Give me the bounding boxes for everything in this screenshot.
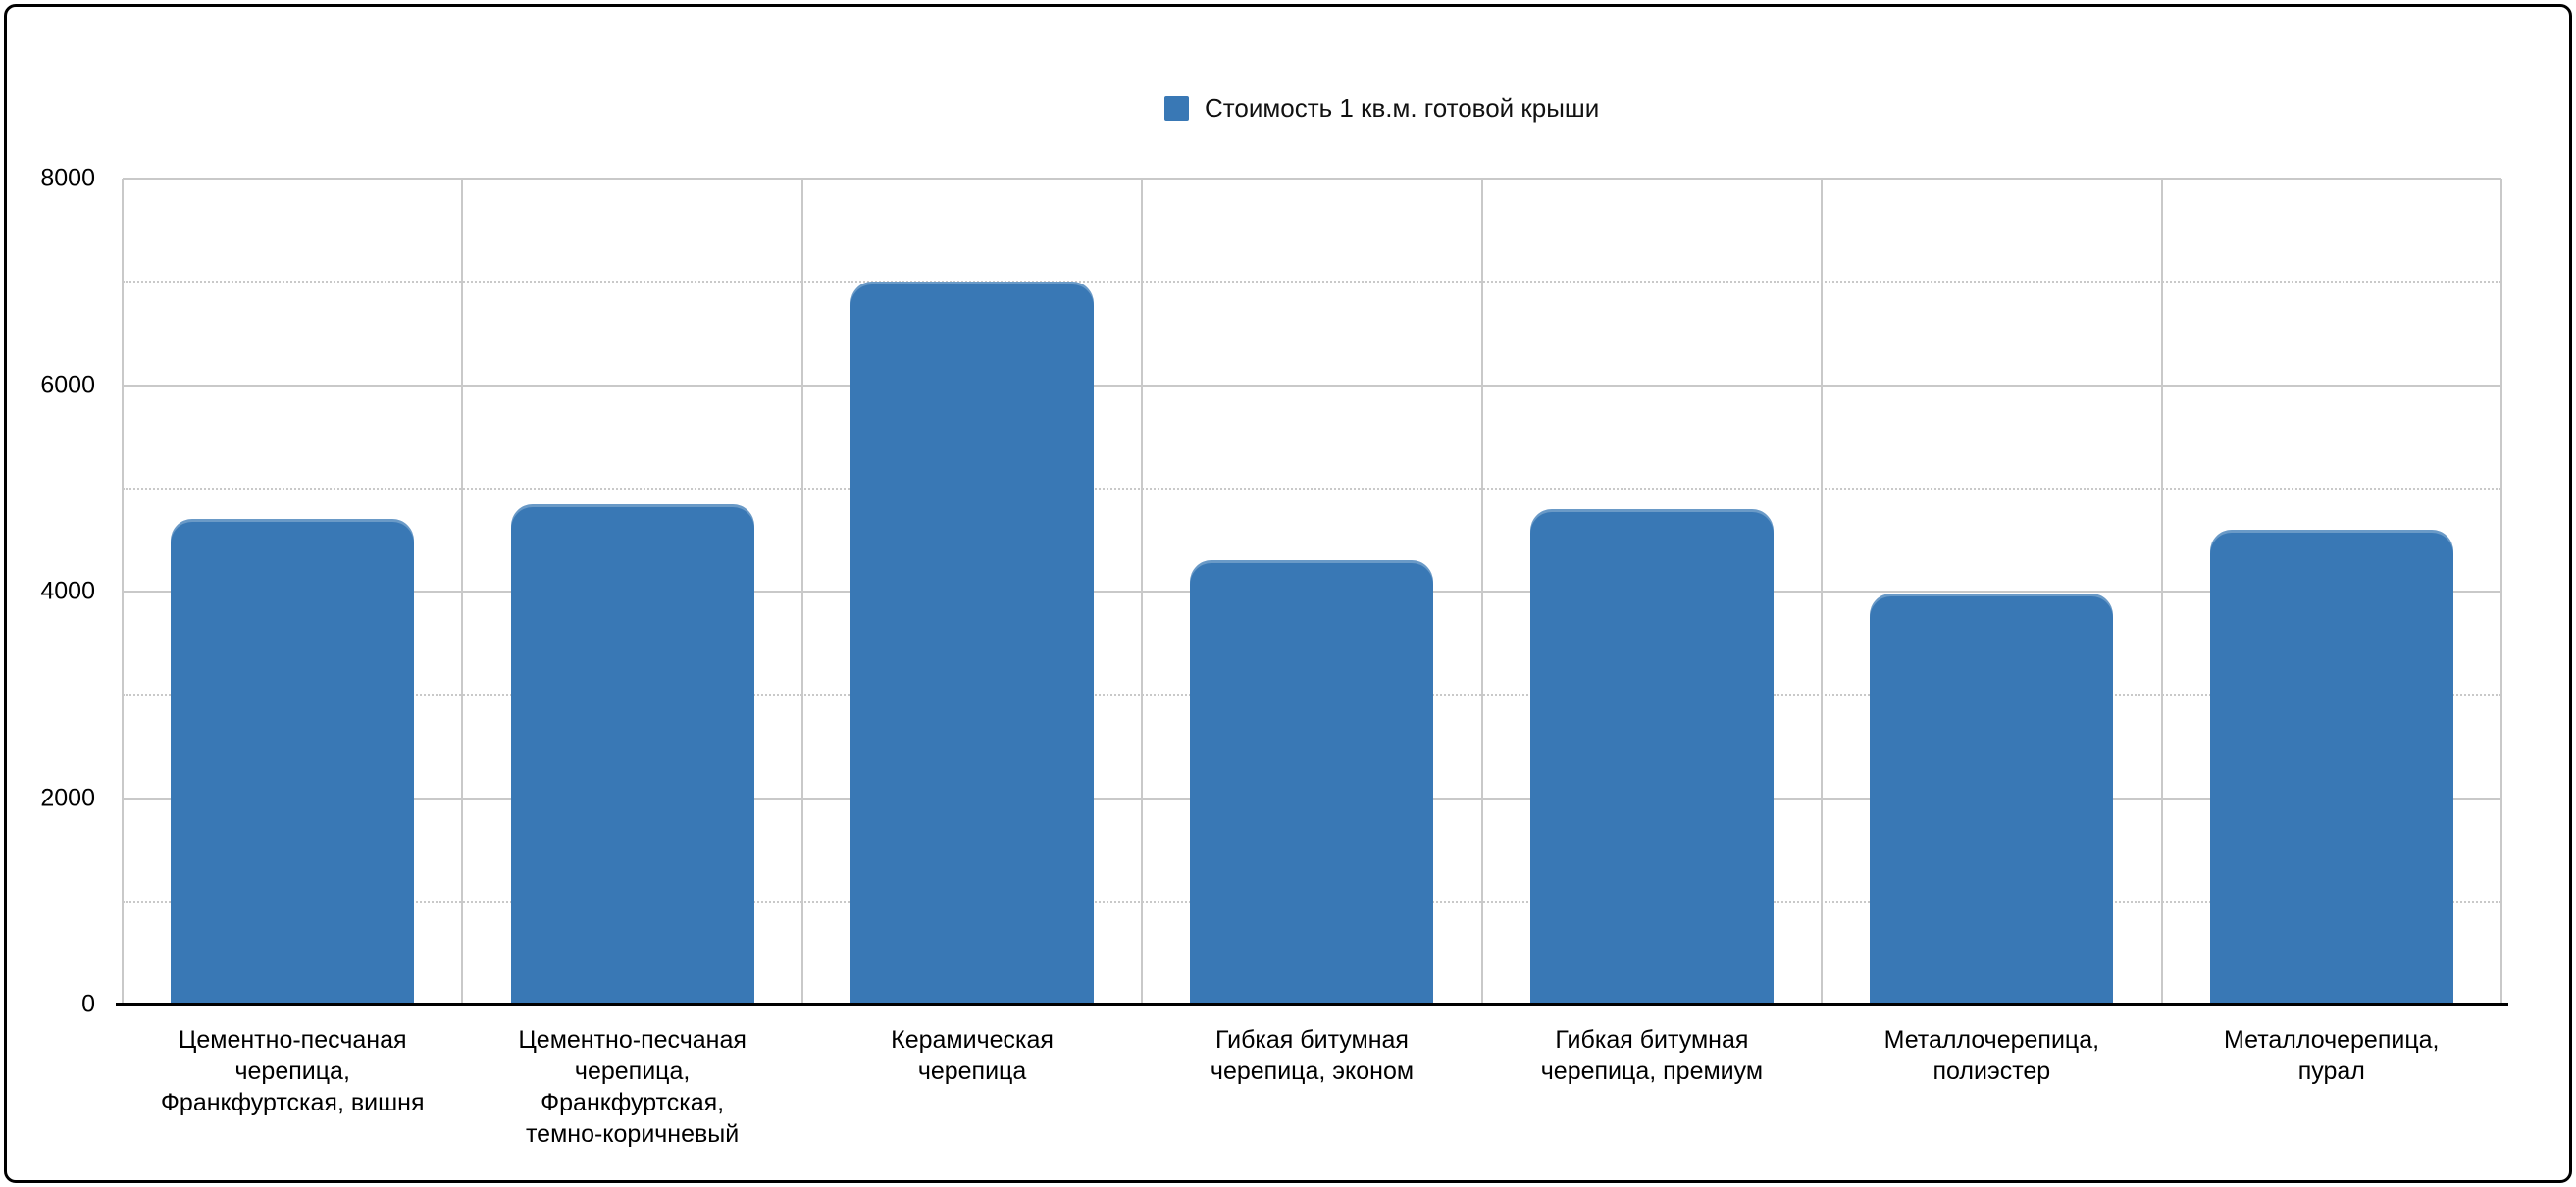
bar-column — [123, 179, 462, 1005]
y-axis-tick-label: 8000 — [40, 164, 95, 192]
column-separator — [800, 179, 803, 1005]
category-label: Цементно-песчаная черепица, Франкфуртска… — [518, 1026, 747, 1148]
bar[interactable] — [1870, 594, 2114, 1005]
y-axis-tick-label: 2000 — [40, 784, 95, 811]
column-separator — [1821, 179, 1824, 1005]
gridline-major — [123, 384, 2501, 387]
x-axis-baseline — [116, 1003, 2508, 1006]
y-axis-tick-label: 0 — [81, 990, 95, 1018]
bar[interactable] — [510, 503, 754, 1005]
bar-column — [802, 179, 1142, 1005]
y-axis-tick-label: 4000 — [40, 577, 95, 605]
gridline-minor — [123, 281, 2501, 284]
x-axis: Цементно-песчаная черепица, Франкфуртска… — [123, 1024, 2501, 1181]
bar-column — [1482, 179, 1822, 1005]
bar-column — [2162, 179, 2501, 1005]
gridline-major — [123, 178, 2501, 180]
y-axis-tick-label: 6000 — [40, 371, 95, 398]
category-label: Цементно-песчаная черепица, Франкфуртска… — [160, 1026, 425, 1116]
column-separator — [1480, 179, 1483, 1005]
column-separator — [122, 179, 124, 1005]
category-label: Гибкая битумная черепица, эконом — [1210, 1026, 1415, 1085]
gridline-minor — [123, 487, 2501, 490]
bar[interactable] — [850, 282, 1095, 1005]
bar-column — [1142, 179, 1481, 1005]
y-axis: 0 2000 4000 6000 8000 — [0, 165, 95, 1018]
bar[interactable] — [2209, 529, 2453, 1005]
column-separator — [2500, 179, 2502, 1005]
category-label: Металлочерепица, пурал — [2224, 1026, 2440, 1085]
plot-area — [116, 178, 2508, 1006]
bar[interactable] — [1529, 508, 1774, 1005]
bar-column — [462, 179, 801, 1005]
legend[interactable]: Стоимость 1 кв.м. готовой крыши — [1164, 93, 1599, 124]
bar[interactable] — [171, 519, 415, 1005]
bar[interactable] — [1190, 560, 1434, 1005]
legend-label: Стоимость 1 кв.м. готовой крыши — [1205, 93, 1600, 123]
bar-column — [1822, 179, 2161, 1005]
column-separator — [1141, 179, 1144, 1005]
category-label: Металлочерепица, полиэстер — [1883, 1026, 2100, 1085]
column-separator — [461, 179, 464, 1005]
category-label: Керамическая черепица — [891, 1026, 1054, 1085]
legend-color-swatch — [1164, 96, 1189, 121]
column-separator — [2160, 179, 2163, 1005]
category-label: Гибкая битумная черепица, премиум — [1540, 1026, 1764, 1085]
